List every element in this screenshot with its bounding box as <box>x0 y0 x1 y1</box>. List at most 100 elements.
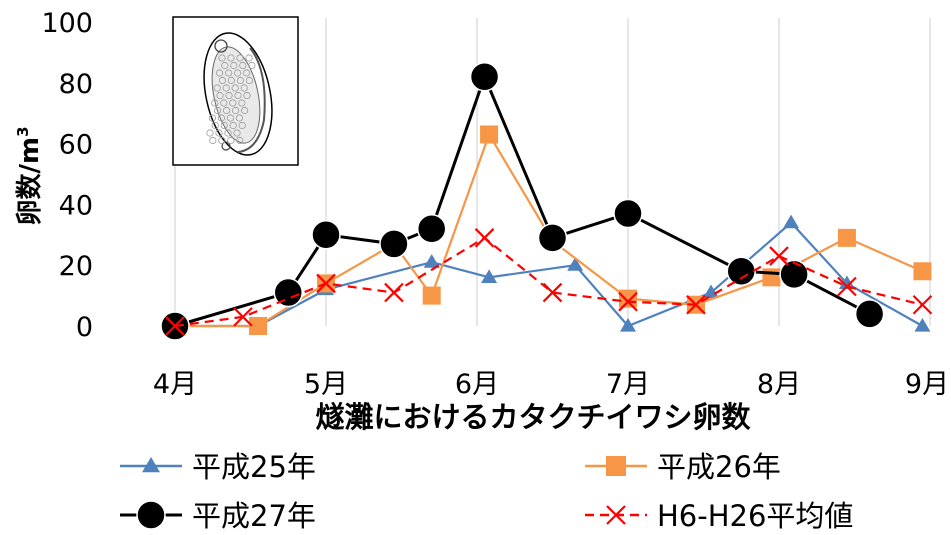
inset-egg-image <box>172 16 299 166</box>
series-3-point-0-stroke-b <box>165 316 185 336</box>
legend-item-0: 平成25年 <box>120 450 316 484</box>
series-3-point-9-stroke-b <box>837 276 857 297</box>
series-0-point-6 <box>620 318 636 332</box>
egg-dot <box>214 106 222 115</box>
series-3-point-7 <box>686 294 706 315</box>
egg-dot <box>208 114 216 122</box>
egg-dot <box>236 54 244 62</box>
egg-dot <box>227 136 235 145</box>
egg-dot <box>209 136 217 145</box>
series-1-point-11 <box>913 262 932 281</box>
y-axis-ticks: 0 20 40 60 80 100 <box>41 8 93 343</box>
legend-item-3: H6-H26平均値 <box>585 499 853 533</box>
egg-dot <box>239 61 247 70</box>
series-3-point-3-stroke-b <box>384 282 404 303</box>
series-1-point-10 <box>837 228 856 247</box>
egg-dot <box>238 99 246 107</box>
egg-dot <box>243 69 251 77</box>
legend-label-0: 平成25年 <box>192 450 316 484</box>
egg-dot <box>221 61 229 70</box>
series-3-point-1-stroke-b <box>233 307 253 327</box>
egg-dot <box>220 121 228 130</box>
egg-dot <box>229 99 237 107</box>
series-3-point-10-stroke-b <box>912 294 933 315</box>
y-axis-title-sup: 3 <box>14 126 32 136</box>
egg-dot <box>220 99 228 107</box>
y-tick-label-40: 40 <box>59 190 93 221</box>
series-3-point-0 <box>165 316 185 336</box>
series-line-3 <box>174 236 923 328</box>
egg-dot <box>218 54 226 62</box>
x-tick-label-4: 4月 <box>153 369 197 400</box>
y-tick-label-80: 80 <box>59 69 93 100</box>
egg-dot <box>225 69 233 77</box>
series-2-point-9 <box>779 259 809 290</box>
legend-label-3: H6-H26平均値 <box>657 499 853 533</box>
series-0-point-8 <box>783 214 800 229</box>
legend-marker-1 <box>606 456 626 476</box>
egg-dot <box>231 84 239 92</box>
series-1-point-7 <box>619 289 637 308</box>
y-tick-label-60: 60 <box>59 130 93 161</box>
series-2-point-2 <box>311 220 341 250</box>
y-tick-label-0: 0 <box>76 312 93 343</box>
series-3-point-8 <box>769 246 789 266</box>
series-1-point-9 <box>762 268 781 287</box>
egg-dot <box>235 114 243 122</box>
egg-dot <box>234 91 242 100</box>
x-axis-ticks: 4月 5月 6月 7月 8月 9月 <box>153 369 949 400</box>
egg-dot <box>216 69 224 77</box>
series-0-point-9 <box>838 275 855 290</box>
series-3-point-5-stroke-b <box>542 282 563 303</box>
series-3-point-10 <box>912 294 933 315</box>
legend-label-1: 平成26年 <box>657 450 781 484</box>
egg-dot <box>216 91 224 100</box>
egg-dot <box>223 106 231 115</box>
egg-dot <box>230 61 238 70</box>
egg-dot <box>248 61 256 70</box>
egg-dot <box>213 84 221 92</box>
y-axis-title-text: 卵数/m <box>15 137 45 226</box>
egg-dot <box>232 106 240 115</box>
egg-dot <box>206 129 214 137</box>
egg-dot <box>218 136 226 145</box>
series-2-point-6 <box>537 223 568 253</box>
egg-dot <box>234 69 242 77</box>
series-2 <box>160 61 885 341</box>
legend-marker-3-stroke-b <box>606 505 626 525</box>
egg-dot <box>227 76 235 85</box>
egg-dot <box>236 136 244 145</box>
x-tick-label-6: 6月 <box>455 369 499 400</box>
legend-marker-3 <box>606 505 626 525</box>
egg-dot <box>233 129 241 137</box>
y-axis-title: 卵数/m3 <box>14 126 45 225</box>
series-3-point-8-stroke-b <box>769 246 789 266</box>
svg-text:卵数/m3: 卵数/m3 <box>14 126 45 225</box>
series-3 <box>165 228 933 336</box>
legend-label-2: 平成27年 <box>192 499 316 533</box>
series-layer <box>160 61 933 341</box>
egg-dot <box>229 121 237 130</box>
x-axis-title: 燧灘におけるカタクチイワシ卵数 <box>315 400 751 434</box>
series-2-point-4 <box>416 213 447 244</box>
series-1-point-4 <box>422 286 441 305</box>
egg-dot <box>227 54 235 62</box>
series-1-point-5 <box>480 125 499 144</box>
series-3-point-1 <box>233 307 253 327</box>
legend-item-2: 平成27年 <box>120 499 316 533</box>
x-tick-label-5: 5月 <box>304 369 348 400</box>
egg-dot <box>211 99 219 107</box>
series-3-point-4-stroke-b <box>474 228 495 248</box>
series-3-point-3 <box>384 282 404 303</box>
egg-dot <box>240 84 248 92</box>
egg-dot <box>215 129 223 137</box>
y-tick-label-20: 20 <box>59 251 93 282</box>
series-3-point-4 <box>474 228 495 248</box>
egg-dot <box>245 76 253 85</box>
series-2-point-3 <box>379 229 409 259</box>
egg-dot <box>226 114 234 122</box>
egg-dot <box>225 91 233 100</box>
series-3-point-7-stroke-b <box>686 294 706 315</box>
